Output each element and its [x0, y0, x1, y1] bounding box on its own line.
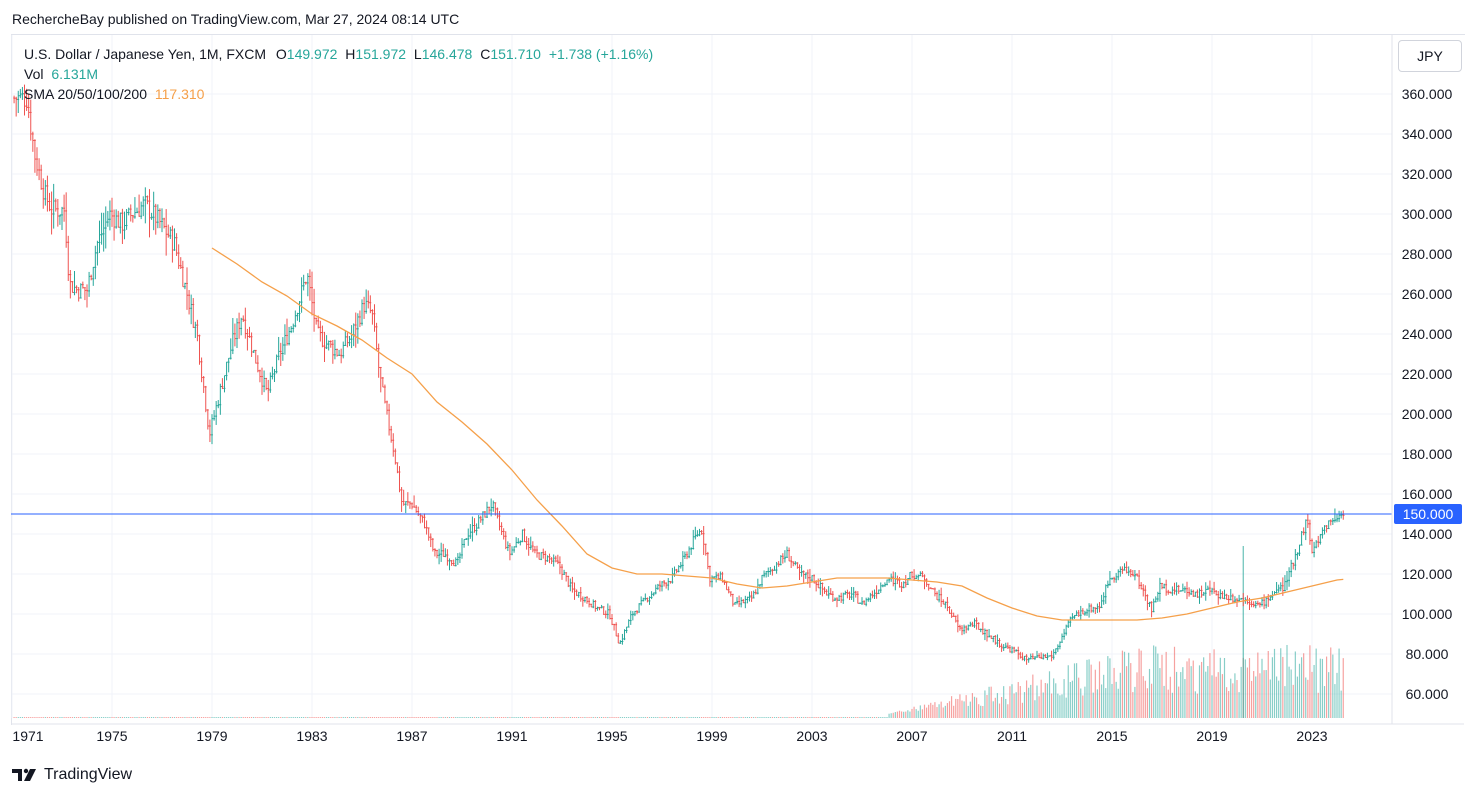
sma-value: 117.310 — [154, 86, 205, 102]
y-tick-label: 140.000 — [1402, 526, 1453, 542]
x-tick-label: 1975 — [96, 728, 127, 744]
x-tick-label: 2019 — [1196, 728, 1227, 744]
sma-line — [211, 247, 1344, 621]
volume-bars — [13, 546, 1344, 718]
time-axis: 1971 1975 1979 1983 1987 1991 1995 1999 2003 2007… — [11, 723, 1464, 744]
high-value: 151.972 — [355, 46, 407, 62]
x-tick-label: 2015 — [1096, 728, 1127, 744]
y-tick-label: 240.000 — [1402, 326, 1453, 342]
price-axis: 360.000 340.000 320.000 300.000 280.000 260.0… — [1391, 35, 1453, 724]
x-tick-label: 1979 — [196, 728, 227, 744]
sma-label: SMA 20/50/100/200 — [24, 86, 147, 102]
y-tick-label: 120.000 — [1402, 566, 1453, 582]
y-tick-label: 60.000 — [1406, 686, 1449, 702]
y-tick-label: 80.000 — [1406, 646, 1449, 662]
low-value: 146.478 — [421, 46, 473, 62]
symbol-legend: U.S. Dollar / Japanese Yen, 1M, FXCM O14… — [24, 44, 653, 64]
x-tick-label: 1983 — [296, 728, 327, 744]
grid — [11, 35, 1392, 718]
close-label: C — [480, 46, 491, 62]
x-tick-label: 1999 — [696, 728, 727, 744]
x-tick-label: 1995 — [596, 728, 627, 744]
y-tick-label: 320.000 — [1402, 166, 1453, 182]
x-tick-label: 2011 — [997, 728, 1027, 744]
y-tick-label: 180.000 — [1402, 446, 1453, 462]
y-tick-label: 200.000 — [1402, 406, 1453, 422]
candles — [13, 84, 1345, 665]
change-value: +1.738 (+1.16%) — [548, 46, 654, 62]
y-tick-label: 340.000 — [1402, 126, 1453, 142]
y-tick-label: 160.000 — [1402, 486, 1453, 502]
x-tick-label: 2003 — [796, 728, 827, 744]
y-tick-label: 100.000 — [1402, 606, 1453, 622]
x-tick-label: 1991 — [496, 728, 527, 744]
symbol-title: U.S. Dollar / Japanese Yen, 1M, FXCM — [24, 46, 266, 62]
high-label: H — [345, 46, 356, 62]
current-price-label: 150.000 — [1403, 506, 1454, 522]
publication-info: RechercheBay published on TradingView.co… — [12, 11, 460, 27]
open-label: O — [275, 46, 287, 62]
close-value: 151.710 — [490, 46, 541, 62]
brand-name: TradingView — [44, 766, 133, 783]
tradingview-logo[interactable]: TradingView — [12, 766, 132, 784]
y-tick-label: 280.000 — [1402, 246, 1453, 262]
volume-label: Vol — [24, 66, 44, 82]
low-label: L — [413, 46, 422, 62]
tradingview-logo-icon — [12, 768, 36, 781]
volume-value: 6.131M — [51, 66, 99, 82]
x-tick-label: 2023 — [1296, 728, 1327, 744]
sma-legend: SMA 20/50/100/200 117.310 — [24, 84, 204, 104]
x-tick-label: 2007 — [896, 728, 927, 744]
volume-legend: Vol 6.131M — [24, 64, 98, 84]
y-tick-label: 360.000 — [1402, 86, 1453, 102]
current-price-tag — [1394, 504, 1462, 524]
y-tick-label: 220.000 — [1402, 366, 1453, 382]
open-value: 149.972 — [286, 46, 338, 62]
currency-button[interactable]: JPY — [1398, 40, 1462, 72]
y-tick-label: 300.000 — [1402, 206, 1453, 222]
x-tick-label: 1987 — [396, 728, 427, 744]
y-tick-label: 260.000 — [1402, 286, 1453, 302]
x-tick-label: 1971 — [12, 728, 43, 744]
